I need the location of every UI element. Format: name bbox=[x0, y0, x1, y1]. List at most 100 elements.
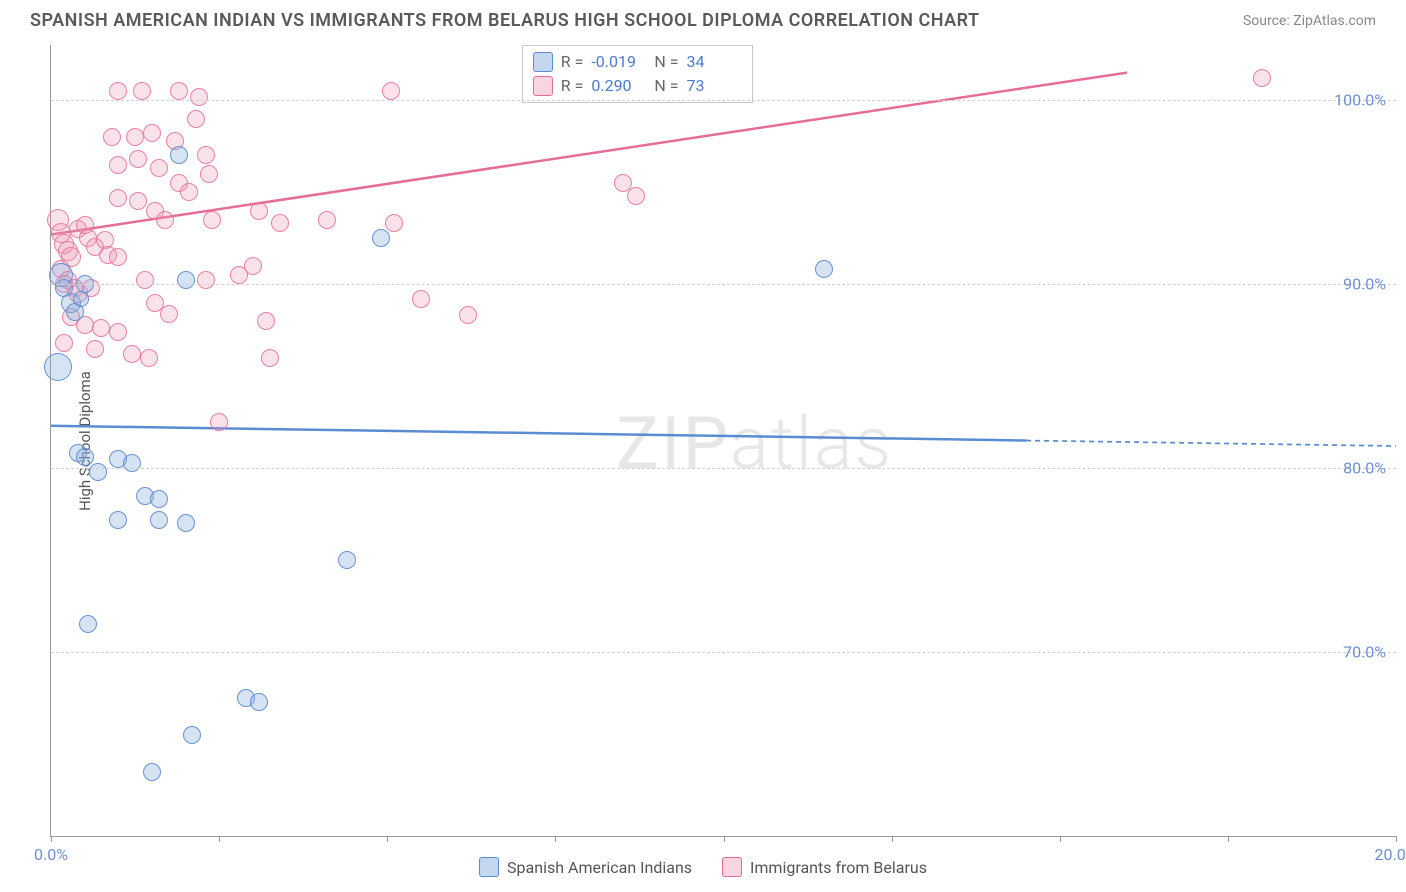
stats-row-b: R = 0.290 N = 73 bbox=[533, 74, 742, 98]
data-point bbox=[197, 271, 215, 289]
data-point bbox=[109, 323, 127, 341]
data-point bbox=[156, 211, 174, 229]
swatch-blue-icon bbox=[533, 52, 553, 72]
data-point bbox=[382, 82, 400, 100]
y-tick-label: 90.0% bbox=[1343, 275, 1386, 294]
n-value-b: 73 bbox=[687, 74, 742, 98]
n-label: N = bbox=[654, 74, 678, 98]
data-point bbox=[203, 211, 221, 229]
gridline bbox=[51, 100, 1396, 101]
r-label: R = bbox=[561, 74, 584, 98]
data-point bbox=[160, 305, 178, 323]
data-point bbox=[257, 312, 275, 330]
x-tick bbox=[387, 836, 388, 842]
legend-item-a: Spanish American Indians bbox=[479, 857, 692, 877]
x-tick bbox=[1228, 836, 1229, 842]
data-point bbox=[143, 763, 161, 781]
n-value-a: 34 bbox=[687, 50, 742, 74]
y-tick-label: 80.0% bbox=[1343, 459, 1386, 478]
gridline bbox=[51, 468, 1396, 469]
data-point bbox=[129, 150, 147, 168]
data-point bbox=[92, 319, 110, 337]
n-label: N = bbox=[654, 50, 678, 74]
data-point bbox=[129, 192, 147, 210]
watermark: ZIPatlas bbox=[616, 401, 893, 486]
data-point bbox=[73, 291, 89, 307]
y-tick-label: 70.0% bbox=[1343, 643, 1386, 662]
data-point bbox=[109, 156, 127, 174]
data-point bbox=[1253, 69, 1271, 87]
data-point bbox=[55, 334, 73, 352]
x-tick bbox=[51, 836, 52, 842]
stats-legend-box: R = -0.019 N = 34 R = 0.290 N = 73 bbox=[522, 45, 753, 103]
data-point bbox=[250, 202, 268, 220]
swatch-pink-icon bbox=[722, 857, 742, 877]
data-point bbox=[136, 271, 154, 289]
data-point bbox=[318, 211, 336, 229]
data-point bbox=[86, 340, 104, 358]
data-point bbox=[385, 214, 403, 232]
data-point bbox=[271, 214, 289, 232]
data-point bbox=[170, 82, 188, 100]
data-point bbox=[143, 124, 161, 142]
data-point bbox=[123, 345, 141, 363]
swatch-blue-icon bbox=[479, 857, 499, 877]
data-point bbox=[190, 88, 208, 106]
x-tick bbox=[219, 836, 220, 842]
data-point bbox=[109, 248, 127, 266]
data-point bbox=[627, 187, 645, 205]
data-point bbox=[412, 290, 430, 308]
plot-area: ZIPatlas R = -0.019 N = 34 R = 0.290 N =… bbox=[50, 45, 1396, 837]
data-point bbox=[76, 448, 94, 466]
x-tick bbox=[555, 836, 556, 842]
r-label: R = bbox=[561, 50, 584, 74]
x-tick bbox=[1060, 836, 1061, 842]
r-value-a: -0.019 bbox=[591, 50, 646, 74]
data-point bbox=[79, 615, 97, 633]
data-point bbox=[815, 260, 833, 278]
gridline bbox=[51, 652, 1396, 653]
data-point bbox=[459, 306, 477, 324]
gridline bbox=[51, 284, 1396, 285]
r-value-b: 0.290 bbox=[591, 74, 646, 98]
data-point bbox=[150, 159, 168, 177]
source-label: Source: bbox=[1243, 13, 1293, 29]
data-point bbox=[187, 110, 205, 128]
data-point bbox=[338, 551, 356, 569]
data-point bbox=[89, 463, 107, 481]
bottom-legend: Spanish American Indians Immigrants from… bbox=[0, 857, 1406, 877]
data-point bbox=[150, 511, 168, 529]
data-point bbox=[133, 82, 151, 100]
x-tick bbox=[892, 836, 893, 842]
data-point bbox=[372, 229, 390, 247]
data-point bbox=[103, 128, 121, 146]
x-tick bbox=[724, 836, 725, 842]
legend-label-b: Immigrants from Belarus bbox=[750, 858, 927, 877]
data-point bbox=[109, 189, 127, 207]
data-point bbox=[140, 349, 158, 367]
data-point bbox=[210, 413, 228, 431]
data-point bbox=[109, 511, 127, 529]
data-point bbox=[180, 183, 198, 201]
data-point bbox=[170, 146, 188, 164]
x-tick bbox=[1396, 836, 1397, 842]
data-point bbox=[197, 146, 215, 164]
trend-lines bbox=[51, 45, 1396, 836]
swatch-pink-icon bbox=[533, 76, 553, 96]
legend-item-b: Immigrants from Belarus bbox=[722, 857, 927, 877]
data-point bbox=[244, 257, 262, 275]
data-point bbox=[177, 514, 195, 532]
legend-label-a: Spanish American Indians bbox=[507, 858, 692, 877]
data-point bbox=[109, 82, 127, 100]
data-point bbox=[177, 271, 195, 289]
source-attribution: Source: ZipAtlas.com bbox=[1243, 13, 1376, 29]
chart-area: High School Diploma ZIPatlas R = -0.019 … bbox=[50, 45, 1396, 837]
chart-title: SPANISH AMERICAN INDIAN VS IMMIGRANTS FR… bbox=[30, 10, 980, 31]
y-tick-label: 100.0% bbox=[1334, 91, 1386, 110]
data-point bbox=[150, 490, 168, 508]
stats-row-a: R = -0.019 N = 34 bbox=[533, 50, 742, 74]
data-point bbox=[250, 693, 268, 711]
data-point bbox=[183, 726, 201, 744]
source-link[interactable]: ZipAtlas.com bbox=[1293, 13, 1376, 29]
data-point bbox=[44, 353, 72, 381]
